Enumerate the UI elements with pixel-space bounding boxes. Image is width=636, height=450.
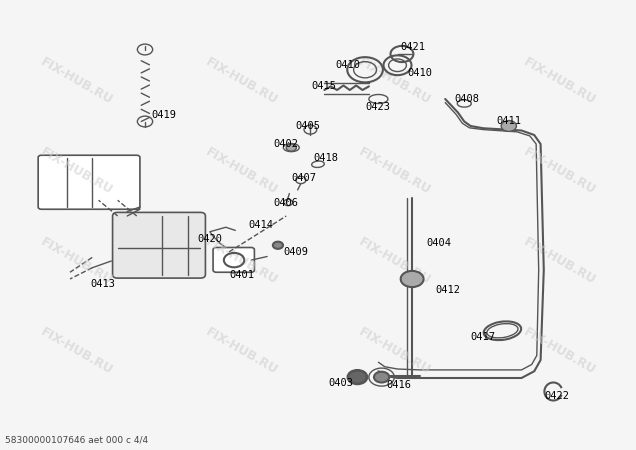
Text: FIX-HUB.RU: FIX-HUB.RU	[522, 145, 598, 197]
Text: FIX-HUB.RU: FIX-HUB.RU	[204, 235, 280, 287]
Text: 0423: 0423	[365, 102, 390, 112]
Text: 0416: 0416	[386, 380, 411, 390]
Text: 0402: 0402	[273, 139, 298, 149]
Text: 0410: 0410	[335, 60, 360, 70]
Text: 0414: 0414	[248, 220, 273, 230]
Text: 0419: 0419	[151, 110, 176, 120]
FancyBboxPatch shape	[38, 155, 140, 209]
Text: 0420: 0420	[197, 234, 222, 244]
Text: FIX-HUB.RU: FIX-HUB.RU	[356, 325, 432, 377]
Text: 0406: 0406	[273, 198, 298, 208]
Text: FIX-HUB.RU: FIX-HUB.RU	[204, 55, 280, 107]
Text: 0409: 0409	[283, 247, 308, 257]
FancyBboxPatch shape	[213, 248, 254, 272]
Text: FIX-HUB.RU: FIX-HUB.RU	[356, 235, 432, 287]
FancyBboxPatch shape	[113, 212, 205, 278]
Text: FIX-HUB.RU: FIX-HUB.RU	[38, 325, 114, 377]
Text: FIX-HUB.RU: FIX-HUB.RU	[38, 145, 114, 197]
Text: FIX-HUB.RU: FIX-HUB.RU	[38, 235, 114, 287]
Text: 0410: 0410	[407, 68, 432, 78]
Text: 0417: 0417	[471, 332, 495, 342]
Circle shape	[401, 271, 424, 287]
Text: 0407: 0407	[291, 173, 316, 183]
Circle shape	[374, 372, 389, 382]
Text: 0421: 0421	[401, 42, 425, 52]
Text: 0418: 0418	[313, 153, 338, 163]
Text: 0413: 0413	[90, 279, 115, 289]
Text: FIX-HUB.RU: FIX-HUB.RU	[356, 55, 432, 107]
Text: FIX-HUB.RU: FIX-HUB.RU	[38, 55, 114, 107]
Circle shape	[273, 242, 283, 249]
Text: 58300000107646 aet 000 c 4/4: 58300000107646 aet 000 c 4/4	[5, 436, 148, 445]
Text: FIX-HUB.RU: FIX-HUB.RU	[204, 325, 280, 377]
Circle shape	[501, 121, 516, 131]
Text: 0415: 0415	[312, 81, 336, 91]
Circle shape	[348, 370, 367, 384]
Text: 0411: 0411	[496, 117, 521, 126]
Text: 0404: 0404	[426, 238, 451, 248]
Text: 0405: 0405	[295, 121, 320, 131]
Text: FIX-HUB.RU: FIX-HUB.RU	[522, 235, 598, 287]
Text: 0408: 0408	[455, 94, 480, 104]
Text: 0422: 0422	[544, 391, 569, 401]
Text: FIX-HUB.RU: FIX-HUB.RU	[522, 325, 598, 377]
Text: 0412: 0412	[435, 285, 460, 295]
Circle shape	[286, 144, 296, 151]
Text: 0403: 0403	[329, 378, 354, 388]
Text: FIX-HUB.RU: FIX-HUB.RU	[204, 145, 280, 197]
Text: 0401: 0401	[229, 270, 254, 279]
Text: FIX-HUB.RU: FIX-HUB.RU	[356, 145, 432, 197]
Text: FIX-HUB.RU: FIX-HUB.RU	[522, 55, 598, 107]
